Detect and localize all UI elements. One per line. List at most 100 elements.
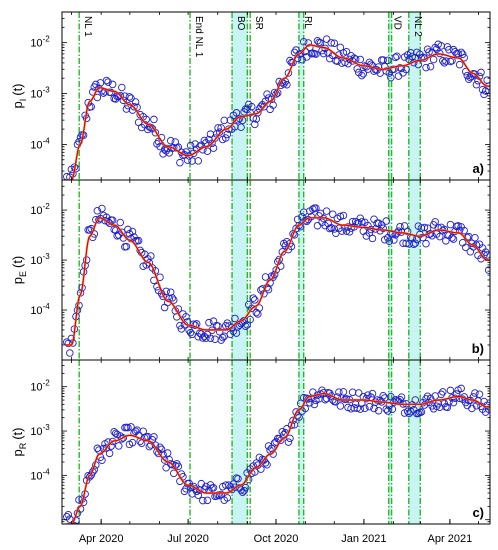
data-point bbox=[105, 449, 114, 458]
data-point bbox=[223, 494, 232, 502]
data-point bbox=[289, 416, 297, 425]
plot-area bbox=[63, 360, 490, 524]
data-point bbox=[215, 328, 224, 336]
data-point bbox=[417, 224, 426, 232]
fit-curve-red bbox=[65, 217, 490, 346]
data-point bbox=[168, 294, 176, 302]
data-point bbox=[322, 207, 331, 215]
data-point bbox=[211, 335, 219, 344]
data-point bbox=[263, 461, 271, 469]
data-point bbox=[160, 456, 169, 464]
data-point bbox=[454, 222, 462, 230]
data-point bbox=[484, 266, 490, 274]
data-point bbox=[403, 227, 412, 236]
data-point bbox=[387, 73, 395, 82]
y-tick-label: 10-4 bbox=[30, 467, 50, 482]
data-point bbox=[312, 204, 320, 212]
data-point bbox=[200, 136, 209, 145]
y-tick-label: 10-2 bbox=[30, 379, 50, 394]
data-point bbox=[220, 116, 228, 125]
y-tick-label: 10-2 bbox=[30, 35, 50, 50]
event-band-4 bbox=[298, 360, 304, 524]
data-point bbox=[269, 101, 277, 109]
data-point bbox=[422, 239, 430, 248]
data-point bbox=[203, 496, 212, 505]
data-point bbox=[234, 475, 242, 483]
data-point bbox=[221, 134, 230, 142]
data-point bbox=[446, 220, 455, 229]
y-axis-label: pE(t) bbox=[10, 256, 28, 285]
data-point bbox=[118, 228, 126, 236]
data-point bbox=[458, 50, 467, 58]
data-point bbox=[368, 234, 377, 243]
y-axis-label: pI(t) bbox=[10, 83, 28, 108]
data-point bbox=[119, 434, 128, 442]
data-point bbox=[284, 69, 293, 77]
data-point bbox=[251, 296, 259, 304]
data-point bbox=[431, 218, 439, 226]
data-point bbox=[330, 39, 339, 47]
data-point bbox=[309, 205, 317, 213]
data-point bbox=[336, 402, 345, 410]
data-point bbox=[312, 50, 320, 58]
data-point bbox=[440, 59, 449, 67]
data-point bbox=[145, 442, 154, 451]
data-point bbox=[332, 229, 340, 237]
data-point bbox=[277, 436, 285, 444]
data-point bbox=[108, 80, 117, 89]
data-point bbox=[448, 234, 456, 242]
data-point bbox=[116, 218, 125, 227]
data-point bbox=[477, 68, 485, 77]
data-point bbox=[66, 349, 74, 357]
data-point bbox=[211, 134, 219, 142]
panels: 10-410-310-2pI(t)a)10-410-310-2pE(t)b)10… bbox=[10, 11, 491, 525]
data-point bbox=[417, 408, 426, 416]
data-point bbox=[127, 423, 135, 431]
data-point bbox=[377, 56, 386, 64]
data-point bbox=[150, 115, 158, 124]
data-point bbox=[64, 510, 73, 519]
data-point bbox=[342, 395, 351, 403]
data-point bbox=[299, 38, 308, 46]
data-point bbox=[426, 62, 435, 71]
data-point bbox=[437, 390, 446, 399]
event-band-2 bbox=[232, 360, 248, 524]
data-point bbox=[128, 438, 137, 447]
x-tick-label: Jul 2020 bbox=[167, 533, 209, 545]
data-point bbox=[162, 463, 170, 472]
data-point bbox=[483, 251, 490, 259]
data-point bbox=[373, 396, 381, 404]
data-point bbox=[260, 102, 268, 111]
event-band-2 bbox=[232, 12, 248, 180]
x-tick-label: Jan 2021 bbox=[341, 533, 386, 545]
data-point bbox=[249, 294, 258, 302]
data-point bbox=[203, 147, 212, 155]
data-point bbox=[472, 80, 481, 89]
data-point bbox=[163, 449, 172, 457]
data-point bbox=[124, 423, 132, 432]
data-point bbox=[108, 216, 117, 224]
data-point bbox=[365, 402, 374, 411]
data-point bbox=[221, 481, 230, 489]
event-band-4 bbox=[298, 12, 304, 180]
data-point bbox=[98, 456, 106, 464]
data-point bbox=[246, 315, 254, 324]
data-point bbox=[119, 96, 128, 105]
data-point bbox=[345, 228, 354, 236]
data-point bbox=[199, 496, 207, 505]
data-point bbox=[209, 484, 218, 492]
data-point bbox=[362, 394, 371, 403]
data-point bbox=[166, 460, 175, 468]
data-point bbox=[321, 395, 329, 404]
data-point bbox=[102, 76, 111, 85]
data-point bbox=[396, 222, 404, 231]
data-point bbox=[339, 388, 348, 396]
data-point bbox=[385, 237, 394, 245]
y-tick-label: 10-3 bbox=[30, 86, 50, 101]
event-label-2: BO bbox=[235, 16, 246, 31]
data-point bbox=[182, 313, 190, 321]
data-point bbox=[439, 57, 447, 65]
data-point bbox=[330, 225, 339, 233]
data-point bbox=[223, 130, 232, 139]
y-tick-label: 10-3 bbox=[30, 252, 50, 267]
